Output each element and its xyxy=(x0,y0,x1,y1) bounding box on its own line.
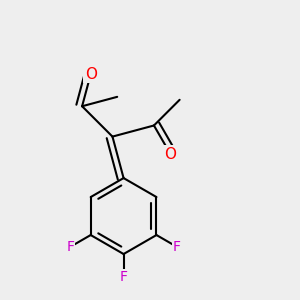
Text: O: O xyxy=(164,147,176,162)
Text: F: F xyxy=(67,240,75,254)
Text: O: O xyxy=(85,67,97,82)
Text: F: F xyxy=(172,240,181,254)
Text: F: F xyxy=(120,270,128,284)
